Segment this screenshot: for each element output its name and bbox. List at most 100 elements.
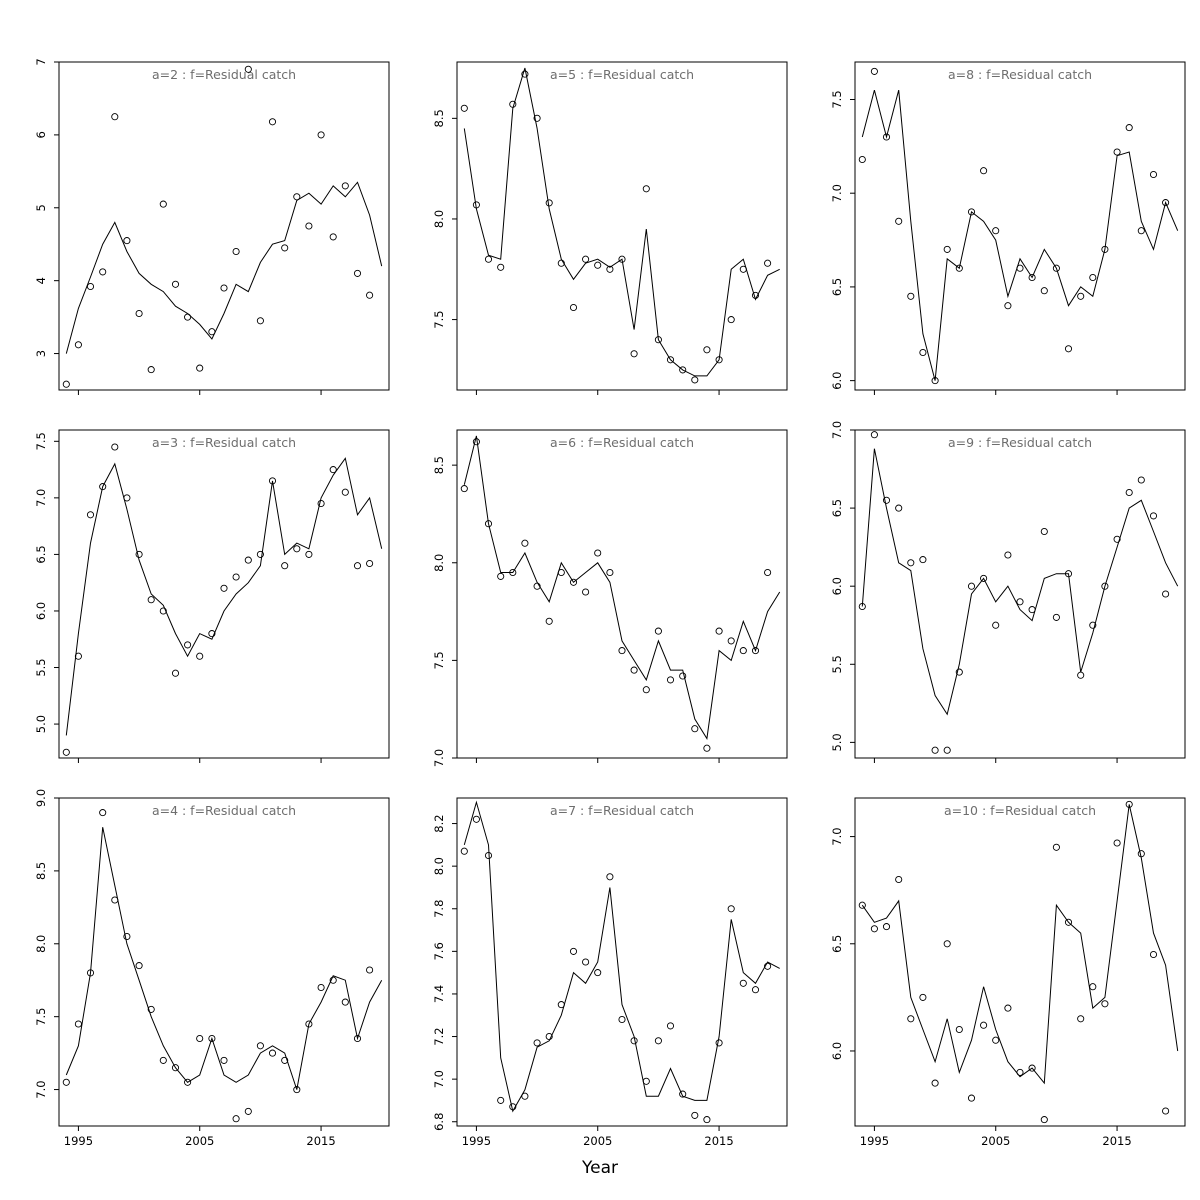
plot-box <box>854 61 1186 391</box>
data-point <box>882 133 891 141</box>
data-point <box>703 744 711 752</box>
data-point <box>895 875 903 884</box>
data-point <box>715 356 723 364</box>
panel-a7: a=7 : f=Residual catch 6.8 7.0 7.2 7.4 7.6 7.8… <box>402 788 798 1154</box>
data-point <box>1125 124 1133 132</box>
data-point <box>594 549 602 557</box>
data-point <box>171 669 180 677</box>
x-tick-label: 2015 <box>306 1134 335 1148</box>
panel-title: a=5 : f=Residual catch <box>550 67 694 82</box>
data-point <box>557 1001 565 1009</box>
y-tick-label: 8.0 <box>432 210 446 228</box>
data-point <box>472 815 480 823</box>
data-point <box>1162 1107 1170 1115</box>
data-point <box>1162 590 1170 598</box>
data-point <box>1089 621 1097 629</box>
data-point <box>123 237 131 245</box>
data-point <box>727 316 735 324</box>
data-point <box>919 348 927 357</box>
data-point <box>171 280 180 288</box>
data-point <box>208 630 216 638</box>
data-point <box>1113 535 1121 543</box>
fit-line <box>861 89 1179 381</box>
y-tick-label: 8.5 <box>34 862 48 880</box>
data-point <box>341 182 349 190</box>
data-point <box>1113 839 1121 847</box>
data-point <box>907 1015 915 1023</box>
data-point <box>642 686 650 694</box>
data-point <box>751 647 760 655</box>
y-tick-label: 3 <box>34 350 48 357</box>
data-point <box>62 1078 70 1086</box>
panel-a2: a=2 : f=Residual catch 3 4 5 6 7 <box>4 52 400 418</box>
data-point <box>135 962 143 970</box>
data-point <box>533 1039 541 1047</box>
data-point <box>171 1064 180 1072</box>
y-tick-label: 7.0 <box>34 1080 48 1098</box>
data-point <box>256 550 264 558</box>
data-point <box>679 1090 687 1098</box>
data-point <box>727 637 735 645</box>
data-point <box>281 562 289 570</box>
y-tick-label: 7.4 <box>432 985 446 1003</box>
data-point <box>1137 476 1145 484</box>
data-point <box>86 282 95 291</box>
panel-title: a=8 : f=Residual catch <box>948 67 1092 82</box>
y-tick-label: 5.0 <box>830 733 844 751</box>
data-point <box>606 568 614 577</box>
data-point <box>123 932 131 941</box>
y-tick-label: 6.0 <box>34 602 48 620</box>
data-point <box>232 1115 240 1123</box>
chart-a4: a=4 : f=Residual catch 7.0 7.5 8.0 8.5 9.0 199… <box>34 789 390 1148</box>
panel-a4: a=4 : f=Residual catch 7.0 7.5 8.0 8.5 9.0 199… <box>4 788 400 1154</box>
data-point <box>268 1049 277 1057</box>
chart-a5: a=5 : f=Residual catch 7.5 8.0 8.5 <box>432 61 788 395</box>
data-point <box>317 499 325 508</box>
y-tick-label: 6.5 <box>830 278 844 296</box>
plot-box <box>456 429 788 759</box>
data-point <box>606 265 614 273</box>
data-point <box>99 268 107 276</box>
data-point <box>764 568 772 577</box>
data-point <box>545 1032 553 1041</box>
data-point <box>955 1025 963 1034</box>
data-point <box>569 578 578 586</box>
data-point <box>533 582 541 590</box>
y-tick-label: 7.8 <box>432 900 446 918</box>
data-point <box>317 131 325 139</box>
data-point <box>62 748 70 756</box>
chart-a7: a=7 : f=Residual catch 6.8 7.0 7.2 7.4 7.6 7.8… <box>432 797 788 1148</box>
chart-a10: a=10 : f=Residual catch 6.0 6.5 7.0 1995 2005… <box>830 797 1186 1148</box>
x-tick-label: 2005 <box>185 1134 214 1148</box>
panel-a8: a=8 : f=Residual catch 6.0 6.5 7.0 7.5 <box>800 52 1196 418</box>
plot-box <box>58 429 390 759</box>
panel-grid: a=2 : f=Residual catch 3 4 5 6 7 a=5 : f=Resi… <box>0 52 1200 1154</box>
data-point <box>967 1094 976 1102</box>
data-point <box>111 113 119 121</box>
data-point <box>582 588 590 596</box>
plot-box <box>854 429 1186 759</box>
y-tick-label: 7.6 <box>432 942 446 960</box>
data-point <box>1089 273 1097 282</box>
data-point <box>858 602 866 611</box>
data-point <box>159 607 167 615</box>
plot-box <box>456 797 788 1127</box>
data-point <box>472 438 480 446</box>
data-point <box>1162 199 1170 207</box>
data-point <box>1064 918 1073 926</box>
chart-a8: a=8 : f=Residual catch 6.0 6.5 7.0 7.5 <box>830 61 1186 395</box>
y-tick-label: 4 <box>34 277 48 284</box>
data-point <box>1077 292 1085 300</box>
chart-a6: a=6 : f=Residual catch 7.0 7.5 8.0 8.5 <box>432 429 788 767</box>
fit-line <box>861 448 1179 716</box>
data-point <box>1040 287 1048 295</box>
data-point <box>666 1022 675 1030</box>
data-point <box>715 1039 723 1047</box>
panel-title: a=9 : f=Residual catch <box>948 435 1092 450</box>
data-point <box>366 559 374 568</box>
panel-a10: a=10 : f=Residual catch 6.0 6.5 7.0 1995 2005… <box>800 788 1196 1154</box>
data-point <box>1149 170 1158 179</box>
data-point <box>159 1056 167 1064</box>
data-point <box>62 380 70 388</box>
data-point <box>99 483 107 491</box>
